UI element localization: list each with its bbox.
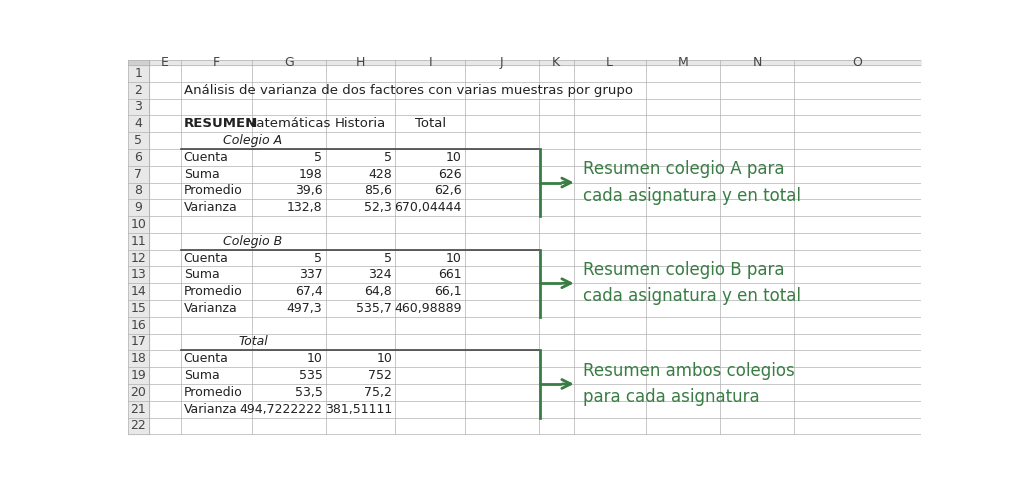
Text: Cuenta: Cuenta xyxy=(184,352,228,365)
Text: 6: 6 xyxy=(134,151,142,164)
Text: 15: 15 xyxy=(130,302,146,315)
Text: Resumen ambos colegios
para cada asignatura: Resumen ambos colegios para cada asignat… xyxy=(583,362,795,406)
Text: 10: 10 xyxy=(307,352,322,365)
Text: K: K xyxy=(552,56,561,69)
Text: Resumen colegio A para
cada asignatura y en total: Resumen colegio A para cada asignatura y… xyxy=(583,161,801,205)
Text: 4: 4 xyxy=(134,117,142,130)
Text: Resumen colegio B para
cada asignatura y en total: Resumen colegio B para cada asignatura y… xyxy=(583,261,801,306)
Text: 5: 5 xyxy=(314,251,322,264)
Text: Historia: Historia xyxy=(335,117,386,130)
Text: Cuenta: Cuenta xyxy=(184,251,228,264)
Text: 19: 19 xyxy=(131,369,146,382)
Text: 53,5: 53,5 xyxy=(295,386,322,399)
Text: 11: 11 xyxy=(131,235,146,248)
Text: 10: 10 xyxy=(130,218,146,231)
Text: 10: 10 xyxy=(446,251,462,264)
Text: 626: 626 xyxy=(438,167,462,180)
Text: F: F xyxy=(213,56,220,69)
Text: 5: 5 xyxy=(385,151,392,164)
Text: Total: Total xyxy=(238,335,268,348)
Text: 62,6: 62,6 xyxy=(435,184,462,197)
Text: 535,7: 535,7 xyxy=(356,302,392,315)
Text: 64,8: 64,8 xyxy=(364,285,392,298)
Text: 67,4: 67,4 xyxy=(295,285,322,298)
Text: Promedio: Promedio xyxy=(184,285,242,298)
Text: 132,8: 132,8 xyxy=(286,201,322,214)
Text: 5: 5 xyxy=(134,134,142,147)
Text: M: M xyxy=(677,56,688,69)
Text: 494,7222222: 494,7222222 xyxy=(239,403,322,415)
Text: Varianza: Varianza xyxy=(184,302,237,315)
Text: 39,6: 39,6 xyxy=(295,184,322,197)
Text: 20: 20 xyxy=(130,386,146,399)
Text: 1: 1 xyxy=(134,67,142,80)
Text: 75,2: 75,2 xyxy=(364,386,392,399)
Text: 324: 324 xyxy=(368,268,392,281)
Text: N: N xyxy=(753,56,762,69)
Text: 22: 22 xyxy=(131,419,146,432)
Text: Matemáticas: Matemáticas xyxy=(246,117,331,130)
Text: I: I xyxy=(429,56,432,69)
Text: 5: 5 xyxy=(314,151,322,164)
Text: 66,1: 66,1 xyxy=(435,285,462,298)
Text: 661: 661 xyxy=(438,268,462,281)
Text: 535: 535 xyxy=(299,369,322,382)
Text: 3: 3 xyxy=(134,100,142,113)
Text: 13: 13 xyxy=(131,268,146,281)
Text: J: J xyxy=(500,56,503,69)
Text: G: G xyxy=(283,56,294,69)
Text: Varianza: Varianza xyxy=(184,403,237,415)
Text: Suma: Suma xyxy=(184,268,219,281)
Text: 428: 428 xyxy=(368,167,392,180)
Text: H: H xyxy=(356,56,365,69)
Text: 17: 17 xyxy=(130,335,146,348)
Text: 497,3: 497,3 xyxy=(286,302,322,315)
Text: 2: 2 xyxy=(134,83,142,97)
Text: Varianza: Varianza xyxy=(184,201,237,214)
Text: E: E xyxy=(161,56,169,69)
Text: Promedio: Promedio xyxy=(184,386,242,399)
Text: Colegio A: Colegio A xyxy=(223,134,282,147)
Text: 752: 752 xyxy=(368,369,392,382)
Text: 12: 12 xyxy=(131,251,146,264)
Text: O: O xyxy=(852,56,862,69)
Text: Colegio B: Colegio B xyxy=(223,235,282,248)
Text: 14: 14 xyxy=(131,285,146,298)
Text: RESUMEN: RESUMEN xyxy=(184,117,257,130)
Text: 18: 18 xyxy=(130,352,146,365)
Text: L: L xyxy=(606,56,613,69)
Text: Total: Total xyxy=(414,117,446,130)
Text: 460,98889: 460,98889 xyxy=(395,302,462,315)
Text: 8: 8 xyxy=(134,184,142,197)
Text: 198: 198 xyxy=(299,167,322,180)
Text: 5: 5 xyxy=(385,251,392,264)
Text: 16: 16 xyxy=(131,319,146,331)
Text: 381,51111: 381,51111 xyxy=(325,403,392,415)
Text: 21: 21 xyxy=(131,403,146,415)
Text: 9: 9 xyxy=(134,201,142,214)
Text: Promedio: Promedio xyxy=(184,184,242,197)
Text: 670,04444: 670,04444 xyxy=(395,201,462,214)
Text: Suma: Suma xyxy=(184,369,219,382)
Text: 85,6: 85,6 xyxy=(364,184,392,197)
Text: 10: 10 xyxy=(376,352,392,365)
Text: 337: 337 xyxy=(299,268,322,281)
Text: Análisis de varianza de dos factores con varias muestras por grupo: Análisis de varianza de dos factores con… xyxy=(184,83,633,97)
Text: 10: 10 xyxy=(446,151,462,164)
Text: 52,3: 52,3 xyxy=(364,201,392,214)
Text: 7: 7 xyxy=(134,167,142,180)
Text: Cuenta: Cuenta xyxy=(184,151,228,164)
Text: Suma: Suma xyxy=(184,167,219,180)
